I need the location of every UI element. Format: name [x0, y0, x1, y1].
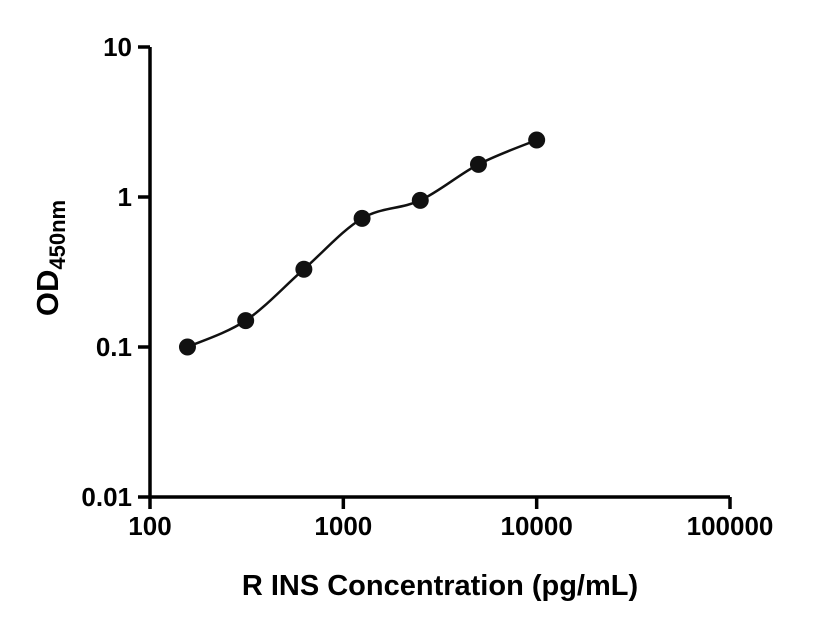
- x-tick-label-10000: 10000: [501, 511, 573, 541]
- y-axis-title-main: OD: [30, 270, 65, 317]
- data-point-1250: [353, 209, 371, 227]
- y-tick-label-10: 10: [103, 32, 132, 62]
- plot-layer: 100 1000 10000 100000 0.01 0.1 1 10: [81, 32, 773, 541]
- x-tick-label-1000: 1000: [314, 511, 372, 541]
- data-point-5000: [469, 155, 487, 173]
- x-tick-label-100: 100: [128, 511, 171, 541]
- data-point-156.25: [178, 338, 196, 356]
- y-tick-label-0.1: 0.1: [96, 332, 132, 362]
- axes-spine: [148, 47, 730, 499]
- y-axis-title-subscript: 450nm: [45, 200, 70, 270]
- data-point-2500: [411, 191, 429, 209]
- data-point-312.5: [237, 312, 255, 330]
- data-point-625: [295, 260, 313, 278]
- y-tick-label-0.01: 0.01: [81, 482, 132, 512]
- y-axis-title: OD450nm: [30, 200, 70, 316]
- x-axis-title: R INS Concentration (pg/mL): [242, 570, 638, 602]
- data-point-10000: [528, 131, 546, 149]
- y-tick-label-1: 1: [118, 182, 132, 212]
- x-tick-label-100000: 100000: [687, 511, 774, 541]
